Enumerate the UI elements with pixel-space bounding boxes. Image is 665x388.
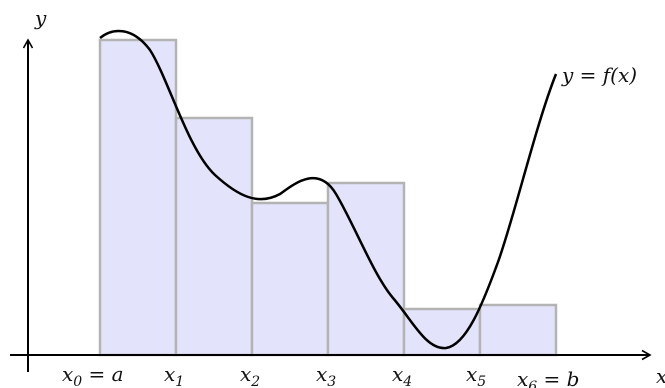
tick-label-x2: x2: [240, 362, 260, 388]
riemann-rect-1: [98, 38, 178, 357]
x-axis-label: x: [656, 364, 665, 388]
riemann-rect-2: [174, 116, 254, 357]
y-axis-label: y: [34, 6, 47, 30]
riemann-rectangles: [98, 38, 558, 357]
tick-label-x6: x6 = b: [517, 367, 579, 388]
riemann-rect-3: [250, 201, 330, 357]
tick-label-x3: x3: [316, 362, 336, 388]
riemann-rect-4: [326, 181, 406, 357]
riemann-rect-6: [478, 303, 558, 357]
tick-label-x0: x0 = a: [62, 362, 124, 388]
tick-label-x1: x1: [164, 362, 184, 388]
tick-label-x4: x4: [392, 362, 412, 388]
curve-f: [99, 29, 558, 350]
curve-label: y = f(x): [561, 63, 637, 87]
tick-label-x5: x5: [466, 362, 486, 388]
